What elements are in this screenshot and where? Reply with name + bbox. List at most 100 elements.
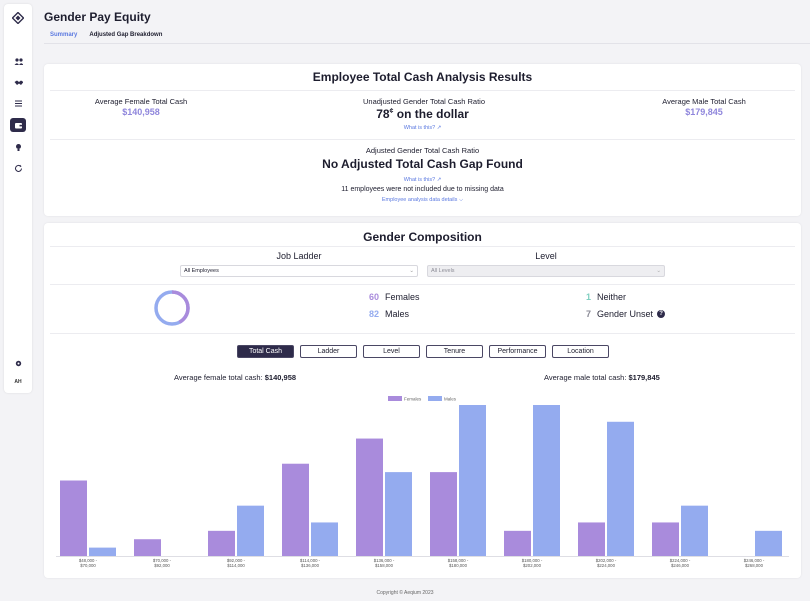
metric-tab-total-cash[interactable]: Total Cash <box>237 345 294 358</box>
male-average-value: $179,845 <box>685 107 723 117</box>
legend-swatch-males <box>428 396 442 401</box>
employee-data-details-link[interactable]: Employee analysis data details ⌵ <box>381 197 464 203</box>
sidebar-item-settings[interactable] <box>10 356 26 370</box>
bar-males <box>237 505 264 556</box>
sidebar-item-list[interactable] <box>10 96 26 110</box>
what-is-this-link-adjusted[interactable]: What is this? ↗ <box>403 177 442 183</box>
bar-females <box>134 539 161 556</box>
x-tick-label: $246,000 <box>671 563 690 568</box>
job-ladder-label: Job Ladder <box>276 251 322 261</box>
x-tick-label: $136,000 <box>301 563 320 568</box>
chevron-down-icon: ⌄ <box>409 268 414 274</box>
tabs-divider <box>44 43 810 44</box>
list-icon <box>14 100 22 106</box>
divider <box>50 284 795 285</box>
sidebar-item-refresh[interactable] <box>10 161 26 175</box>
level-select[interactable]: All Levels ⌄ <box>427 265 665 277</box>
divider <box>50 139 795 140</box>
male-average-label: Average Male Total Cash <box>662 97 746 106</box>
unadjusted-ratio-value: 78¢ on the dollar <box>376 107 469 121</box>
x-tick-label: $224,000 <box>597 563 616 568</box>
refresh-icon <box>14 164 22 172</box>
external-link-icon: ↗ <box>436 125 442 131</box>
unset-count: 7 Gender Unset? <box>586 309 666 319</box>
x-tick-label: $158,000 - <box>448 558 469 563</box>
tab-summary[interactable]: Summary <box>44 30 84 44</box>
avg-male-total-cash: Average male total cash: $179,845 <box>544 373 660 382</box>
x-tick-label: $224,000 - <box>670 558 691 563</box>
logo-icon[interactable] <box>12 12 24 24</box>
x-tick-label: $136,000 - <box>374 558 395 563</box>
sidebar-item-lightbulb[interactable] <box>10 140 26 154</box>
bar-males <box>311 522 338 556</box>
total-cash-distribution-chart: Females Males$48,000 -$70,000$70,000 -$92… <box>56 396 789 568</box>
bar-males <box>681 505 708 556</box>
x-tick-label: $114,000 <box>227 563 245 568</box>
x-tick-label: $268,000 <box>745 563 764 568</box>
bar-females <box>430 472 457 556</box>
males-count: 82 Males <box>369 309 410 319</box>
footer-copyright: Copyright © Aeqium 2023 <box>376 590 434 596</box>
adjusted-ratio-label: Adjusted Gender Total Cash Ratio <box>365 146 480 155</box>
females-count: 60 Females <box>369 292 420 302</box>
x-tick-label: $246,000 - <box>744 558 765 563</box>
bar-males <box>607 421 634 556</box>
female-average-label: Average Female Total Cash <box>94 97 188 106</box>
x-tick-label: $92,000 - <box>227 558 246 563</box>
handshake-icon <box>14 80 23 85</box>
x-tick-label: $70,000 - <box>153 558 172 563</box>
bar-males <box>755 530 782 556</box>
composition-title: Gender Composition <box>363 230 482 244</box>
adjusted-ratio-value: No Adjusted Total Cash Gap Found <box>322 157 523 171</box>
composition-card: Gender Composition Job Ladder All Employ… <box>44 223 801 578</box>
job-ladder-select[interactable]: All Employees ⌄ <box>180 265 418 277</box>
divider <box>50 90 795 91</box>
legend-swatch-females <box>388 396 402 401</box>
bar-females <box>578 522 605 556</box>
missing-data-note: 11 employees were not included due to mi… <box>341 186 504 193</box>
donut-females-arc <box>154 290 190 326</box>
gender-donut-chart <box>154 290 190 326</box>
analysis-title: Employee Total Cash Analysis Results <box>312 70 533 84</box>
x-tick-label: $92,000 <box>154 563 170 568</box>
bar-females <box>60 480 87 556</box>
page-tabs: Summary Adjusted Gap Breakdown <box>44 30 168 44</box>
bar-males <box>459 405 486 556</box>
bar-males <box>89 547 116 556</box>
divider <box>50 333 795 334</box>
bar-females <box>504 530 531 556</box>
what-is-this-link[interactable]: What is this? ↗ <box>403 125 442 131</box>
page-title: Gender Pay Equity <box>44 10 151 24</box>
metric-tab-ladder[interactable]: Ladder <box>300 345 357 358</box>
bar-females <box>282 463 309 556</box>
external-link-icon: ↗ <box>436 177 442 183</box>
bar-females <box>208 530 235 556</box>
metric-tab-performance[interactable]: Performance <box>489 345 546 358</box>
sidebar: AH <box>4 4 32 393</box>
bar-females <box>356 438 383 556</box>
sidebar-item-wallet[interactable] <box>10 118 26 132</box>
x-tick-label: $180,000 - <box>522 558 543 563</box>
bar-males <box>533 405 560 556</box>
x-tick-label: $202,000 <box>523 563 542 568</box>
legend-label-females: Females <box>404 397 422 402</box>
x-tick-label: $202,000 - <box>596 558 617 563</box>
sidebar-item-handshake[interactable] <box>10 75 26 89</box>
level-label: Level <box>535 251 557 261</box>
metric-tab-level[interactable]: Level <box>363 345 420 358</box>
metric-tab-location[interactable]: Location <box>552 345 609 358</box>
bar-males <box>385 472 412 556</box>
x-tick-label: $158,000 <box>375 563 394 568</box>
user-avatar[interactable]: AH <box>10 375 26 389</box>
neither-count: 1 Neither <box>586 292 627 302</box>
help-icon[interactable]: ? <box>657 310 666 318</box>
sidebar-item-people[interactable] <box>10 54 26 68</box>
legend-label-males: Males <box>444 397 457 402</box>
x-tick-label: $180,000 <box>449 563 468 568</box>
metric-tab-tenure[interactable]: Tenure <box>426 345 483 358</box>
divider <box>50 246 795 247</box>
unadjusted-ratio-label: Unadjusted Gender Total Cash Ratio <box>362 97 486 106</box>
x-tick-label: $48,000 - <box>79 558 98 563</box>
tab-adjusted-gap-breakdown[interactable]: Adjusted Gap Breakdown <box>89 32 163 38</box>
wallet-icon <box>14 122 22 128</box>
